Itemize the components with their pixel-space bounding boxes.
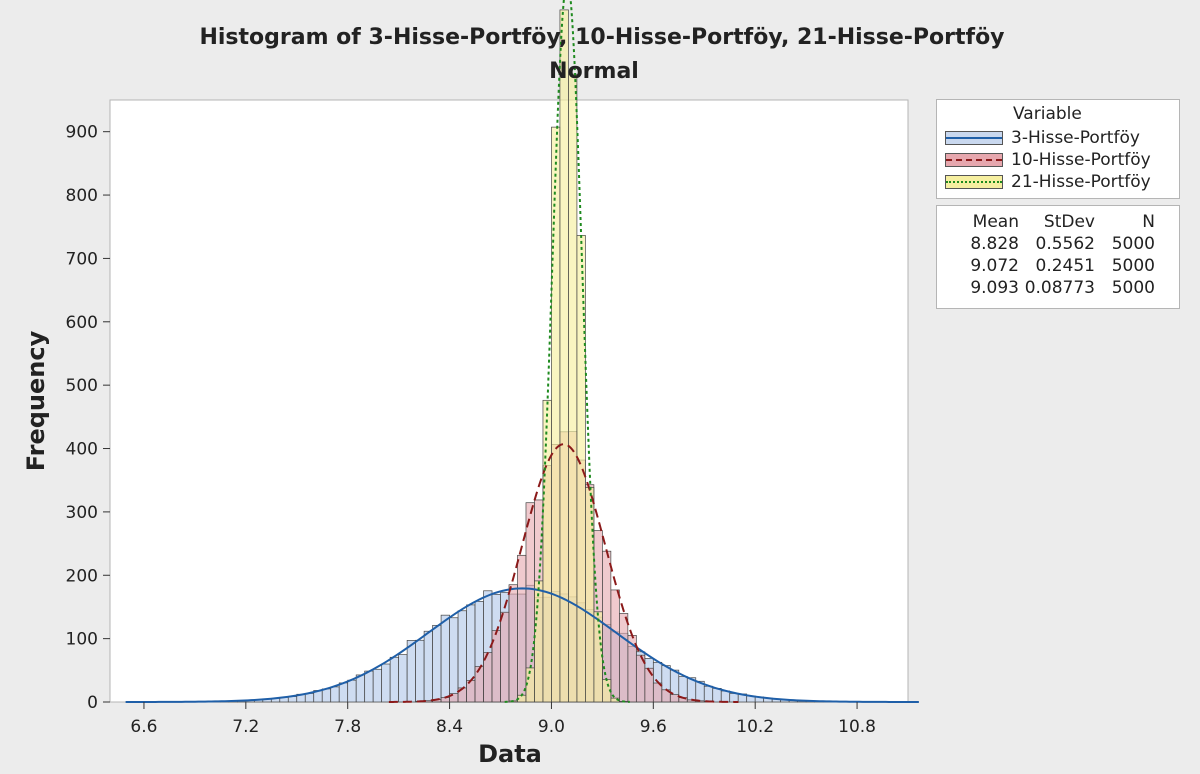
histogram-bar [406, 640, 416, 703]
legend-swatch-10-hisse [945, 153, 1003, 167]
stats-header-mean: Mean [972, 212, 1019, 232]
stats-row-10-hisse: 9.072 0.2451 5000 [937, 256, 1179, 278]
x-tick-label: 9.6 [640, 717, 667, 737]
histogram-bar [568, 73, 578, 703]
stats-header-stdev: StDev [1043, 212, 1095, 232]
y-tick-label: 0 [87, 693, 98, 713]
stats-mean: 9.093 [970, 278, 1019, 298]
x-tick-label: 9.0 [538, 717, 565, 737]
legend-swatch-3-hisse [945, 131, 1003, 145]
y-tick-label: 900 [66, 123, 98, 143]
y-tick-label: 400 [66, 440, 98, 460]
y-tick-label: 800 [66, 186, 98, 206]
y-tick-label: 200 [66, 566, 98, 586]
legend-label: 10-Hisse-Portföy [1011, 150, 1151, 170]
histogram-bar [466, 680, 476, 703]
histogram-bar [415, 639, 425, 703]
axes: 6.6 7.2 7.8 8.4 9.0 9.6 10.2 10.8 0 100 200 300 400 5… [66, 123, 876, 737]
histogram-bar [381, 663, 391, 703]
legend-label: 3-Hisse-Portföy [1011, 128, 1140, 148]
histogram-bar [720, 690, 731, 703]
histogram-bar [610, 589, 620, 703]
x-tick-label: 10.8 [838, 717, 876, 737]
histogram-bar [364, 670, 374, 703]
histogram-bar [330, 686, 340, 703]
legend: Variable 3-Hisse-Portföy 10-Hisse-Portfö… [936, 99, 1180, 199]
histogram-bar [542, 399, 552, 703]
histogram-bar [669, 694, 680, 703]
legend-label: 21-Hisse-Portföy [1011, 172, 1151, 192]
x-axis-title: Data [478, 740, 542, 768]
histogram-bar [338, 682, 349, 703]
y-tick-label: 100 [66, 630, 98, 650]
histogram-bar [449, 617, 459, 703]
y-tick-label: 600 [66, 313, 98, 333]
summary-stats-table: Mean StDev N 8.828 0.5562 5000 9.072 0.2… [936, 205, 1180, 309]
legend-item-3-hisse: 3-Hisse-Portföy [945, 128, 1140, 148]
stats-row-3-hisse: 8.828 0.5562 5000 [937, 234, 1179, 256]
histogram-bar [355, 674, 366, 703]
legend-title: Variable [1013, 104, 1082, 124]
histogram-bar [729, 693, 739, 703]
stats-stdev: 0.2451 [1035, 256, 1095, 276]
histogram-bar [372, 668, 383, 703]
x-tick-label: 8.4 [436, 717, 463, 737]
histogram-bar [500, 611, 510, 703]
histogram-bar [398, 654, 408, 703]
chart-title: Histogram of 3-Hisse-Portföy, 10-Hisse-P… [199, 25, 1004, 50]
normal-curve-series-1 [125, 587, 919, 703]
histogram-bar [619, 613, 629, 703]
stats-n: 5000 [1111, 234, 1155, 254]
stats-stdev: 0.5562 [1035, 234, 1095, 254]
histogram-bar [712, 688, 722, 703]
histogram-bar [347, 679, 357, 703]
x-tick-label: 7.2 [232, 717, 259, 737]
histogram-bar [389, 656, 399, 703]
stats-n: 5000 [1111, 256, 1155, 276]
normal-fit-curves [125, 0, 919, 703]
legend-item-10-hisse: 10-Hisse-Portföy [945, 150, 1151, 170]
x-tick-label: 7.8 [334, 717, 361, 737]
y-tick-label: 500 [66, 376, 98, 396]
stats-mean: 9.072 [970, 256, 1019, 276]
y-tick-label: 300 [66, 503, 98, 523]
histogram-bar [440, 614, 450, 703]
y-tick-label: 700 [66, 249, 98, 269]
stats-mean: 8.828 [970, 234, 1019, 254]
stats-header-row: Mean StDev N [937, 212, 1179, 234]
bars-series-3 [508, 9, 629, 703]
x-tick-label: 10.2 [736, 717, 774, 737]
histogram-bar [551, 126, 561, 703]
legend-item-21-hisse: 21-Hisse-Portföy [945, 172, 1151, 192]
histogram-bar [703, 685, 714, 703]
histogram-bar [517, 554, 527, 703]
chart-subtitle: Normal [549, 59, 639, 84]
histogram-bar [534, 580, 544, 703]
histogram-bar [423, 630, 433, 703]
stats-row-21-hisse: 9.093 0.08773 5000 [937, 278, 1179, 300]
legend-swatch-21-hisse [945, 175, 1003, 189]
stats-stdev: 0.08773 [1024, 278, 1095, 298]
stats-header-n: N [1142, 212, 1155, 232]
histogram-bar [432, 624, 442, 703]
histogram-bars [211, 9, 832, 703]
histogram-bar [304, 693, 315, 703]
x-tick-label: 6.6 [130, 717, 157, 737]
normal-curve-series-2 [388, 443, 739, 703]
histogram-bar [508, 584, 518, 703]
histogram-bar [576, 235, 586, 703]
stats-n: 5000 [1111, 278, 1155, 298]
y-axis-title: Frequency [22, 330, 50, 471]
histogram-bar [321, 688, 332, 703]
